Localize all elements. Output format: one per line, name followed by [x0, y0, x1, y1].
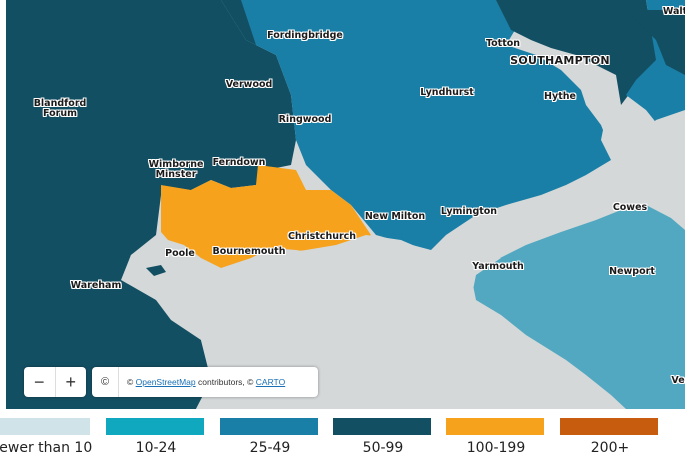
legend-swatch	[0, 418, 90, 435]
region-isle-of-wight	[471, 205, 685, 409]
region-50-99-ne	[626, 10, 685, 75]
region-50-99-north	[221, 0, 256, 45]
place-label: Ringwood	[278, 114, 332, 125]
map-canvas[interactable]: Fordingbridge Totton SOUTHAMPTON Walt Ve…	[6, 0, 685, 409]
place-label: New Milton	[364, 211, 426, 222]
place-label: Fordingbridge	[267, 30, 343, 41]
legend-item: 10-24	[106, 418, 206, 456]
land-poole-harbour	[124, 240, 206, 300]
place-label: Lymington	[440, 206, 498, 217]
legend-label: 25-49	[249, 440, 291, 456]
place-label: Bournemouth	[212, 246, 286, 257]
zoom-control: − +	[24, 367, 86, 397]
legend-item: 200+	[560, 418, 660, 456]
legend-label: 50-99	[362, 440, 404, 456]
place-label: Verwood	[225, 79, 273, 90]
place-label: Hythe	[544, 91, 576, 102]
region-25-49-newforest	[221, 0, 611, 250]
zoom-out-button[interactable]: −	[24, 367, 56, 397]
place-label: Christchurch	[287, 231, 357, 242]
legend-swatch	[220, 418, 318, 435]
land-solent	[446, 110, 685, 258]
legend-label: 200+	[590, 440, 630, 456]
map-regions	[6, 0, 685, 409]
place-label: Poole	[165, 248, 195, 259]
osm-link[interactable]: OpenStreetMap	[135, 377, 196, 387]
attribution-middle: contributors, ©	[195, 377, 256, 387]
place-label: Wimborne Minster	[148, 159, 204, 180]
place-label: Lyndhurst	[420, 87, 474, 98]
legend-label: Fewer than 10	[0, 440, 93, 456]
place-label: Totton	[485, 38, 521, 49]
legend-swatch	[560, 418, 658, 435]
region-50-99-southampton	[496, 0, 661, 105]
place-label: Ve	[671, 375, 685, 386]
legend-item: 100-199	[446, 418, 546, 456]
place-label: SOUTHAMPTON	[510, 54, 610, 67]
legend: Fewer than 10 10-24 25-49 50-99 100-199 …	[0, 418, 690, 464]
land-coast	[196, 235, 611, 409]
carto-link[interactable]: CARTO	[255, 377, 286, 387]
island-brownsea	[146, 265, 166, 276]
legend-swatch	[446, 418, 544, 435]
legend-item: 50-99	[333, 418, 433, 456]
legend-swatch	[333, 418, 431, 435]
region-50-99-west	[6, 0, 296, 409]
place-label: Walt	[662, 6, 685, 17]
place-label: Newport	[609, 266, 655, 277]
legend-swatch	[106, 418, 204, 435]
legend-label: 100-199	[466, 440, 526, 456]
land-southampton-water	[581, 90, 621, 150]
place-label: Yarmouth	[472, 261, 524, 272]
place-label: Cowes	[612, 202, 648, 213]
legend-item: Fewer than 10	[0, 418, 92, 456]
attribution-prefix: ©	[127, 377, 136, 387]
zoom-in-button[interactable]: +	[65, 371, 76, 392]
attribution: © © OpenStreetMap contributors, © CARTO	[92, 367, 318, 397]
attribution-toggle-icon[interactable]: ©	[92, 367, 119, 397]
place-label: Ferndown	[212, 157, 266, 168]
attribution-text: © OpenStreetMap contributors, © CARTO	[119, 377, 285, 387]
place-label: Wareham	[70, 280, 122, 291]
place-label: Blandford Forum	[33, 98, 87, 119]
region-100-199-bournemouth	[161, 165, 371, 268]
legend-item: 25-49	[220, 418, 320, 456]
legend-label: 10-24	[135, 440, 177, 456]
